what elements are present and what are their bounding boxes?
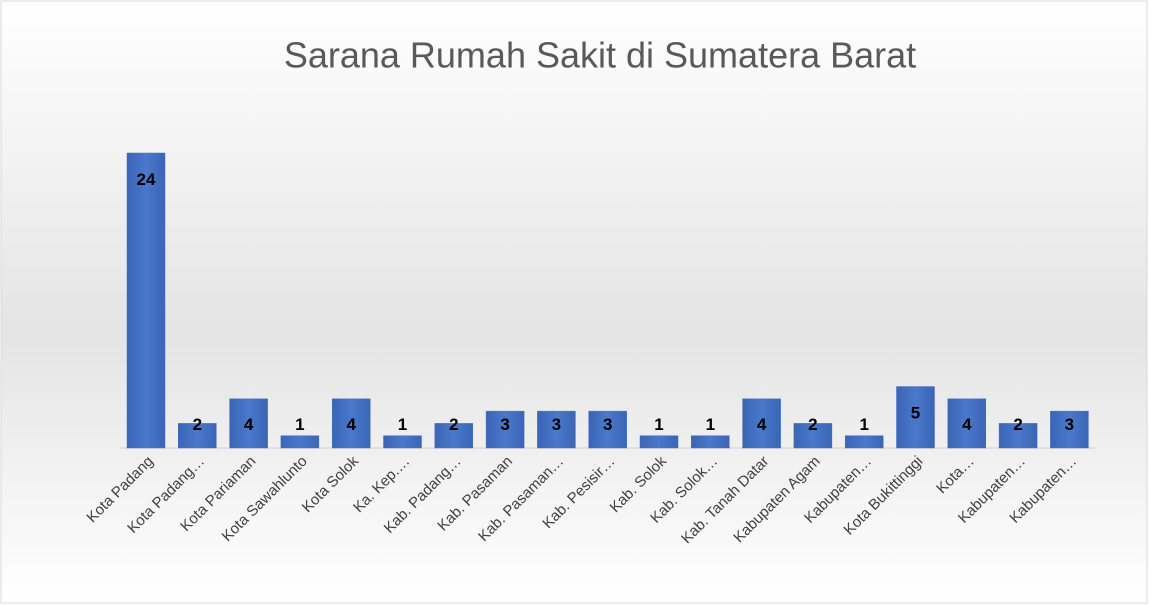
bar	[742, 398, 781, 449]
bar	[844, 435, 884, 449]
bar	[691, 435, 730, 449]
value-label: 3	[603, 415, 612, 434]
bar	[639, 435, 679, 449]
value-label: 4	[757, 415, 767, 434]
value-label: 4	[346, 415, 356, 434]
bar	[793, 423, 833, 449]
value-label: 2	[449, 415, 458, 434]
bar	[331, 398, 371, 449]
value-label: 2	[193, 415, 202, 434]
chart-title: Sarana Rumah Sakit di Sumatera Barat	[284, 35, 916, 76]
bar	[178, 423, 217, 449]
bar	[485, 410, 525, 449]
value-label: 4	[962, 415, 972, 434]
bar	[229, 398, 268, 449]
value-label: 1	[706, 415, 715, 434]
bar	[1050, 410, 1089, 449]
bar	[126, 152, 166, 449]
value-label: 1	[295, 415, 304, 434]
value-label: 2	[1013, 415, 1022, 434]
bar	[998, 423, 1038, 449]
bar	[383, 435, 422, 449]
value-label: 1	[859, 415, 868, 434]
value-label: 1	[654, 415, 663, 434]
value-label: 4	[244, 415, 254, 434]
bar	[896, 386, 935, 449]
value-label: 2	[808, 415, 817, 434]
value-label: 3	[500, 415, 509, 434]
value-label: 24	[137, 170, 156, 189]
bar	[537, 410, 576, 449]
value-label: 3	[552, 415, 561, 434]
bar	[434, 423, 474, 449]
value-label: 1	[398, 415, 407, 434]
value-label: 3	[1065, 415, 1074, 434]
value-label: 5	[911, 404, 920, 423]
bar	[947, 398, 987, 449]
bar	[280, 435, 320, 449]
bar	[588, 410, 627, 449]
